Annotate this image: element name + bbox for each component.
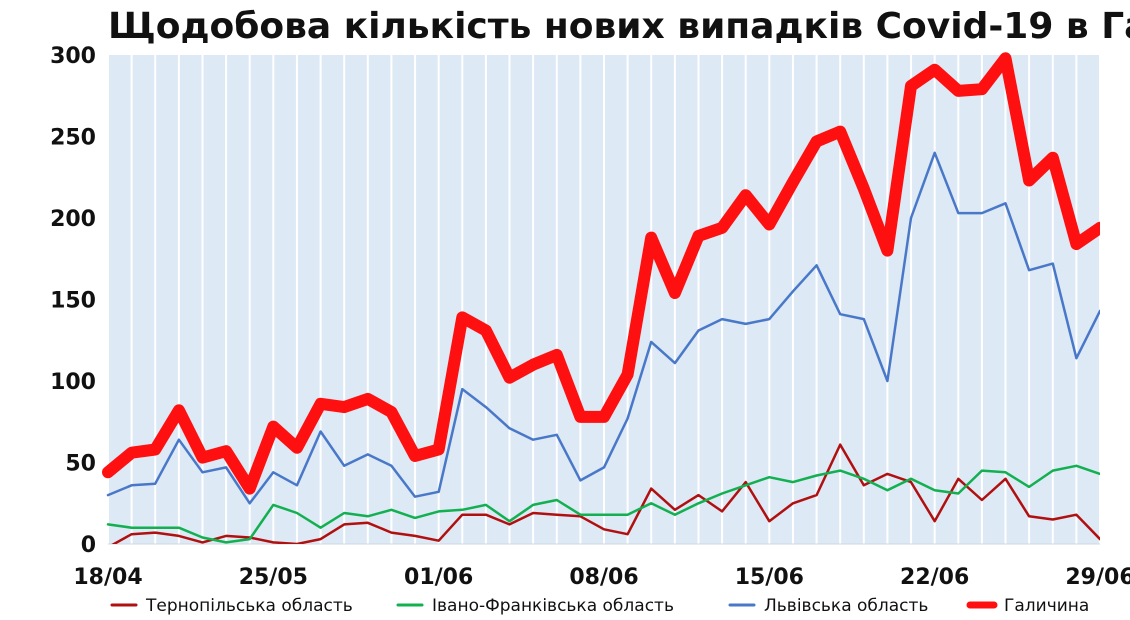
y-tick-label: 200 <box>50 207 96 232</box>
legend: Тернопільська область Івано-Франківська о… <box>110 596 1089 616</box>
y-tick-label: 150 <box>50 289 96 314</box>
series-line <box>111 443 1100 544</box>
y-tick-label: 100 <box>50 370 96 395</box>
legend-label: Івано-Франківська область <box>432 596 674 616</box>
x-axis: 18/04 25/05 01/06 08/06 15/06 22/06 29/06 <box>73 565 1130 590</box>
x-tick-label: 08/06 <box>569 565 638 590</box>
series-line <box>106 464 1100 544</box>
x-tick-label: 15/06 <box>735 565 804 590</box>
x-tick-label: 29/06 <box>1065 565 1130 590</box>
y-tick-label: 250 <box>50 126 96 151</box>
grid-lines <box>107 55 1101 545</box>
chart-title: Щодобова кількість нових випадків Covid-… <box>108 6 1130 47</box>
x-tick-label: 25/05 <box>239 565 308 590</box>
legend-label: Львівська область <box>764 596 928 616</box>
x-tick-label: 22/06 <box>900 565 969 590</box>
legend-label: Галичина <box>1004 596 1089 616</box>
x-tick-label: 01/06 <box>404 565 473 590</box>
y-tick-label: 0 <box>81 533 96 558</box>
y-tick-label: 50 <box>65 452 96 477</box>
series-line <box>106 151 1100 505</box>
y-tick-label: 300 <box>50 44 96 69</box>
legend-label: Тернопільська область <box>145 596 353 616</box>
series-layer <box>102 52 1100 544</box>
y-axis: 0 50 100 150 200 250 300 <box>50 44 96 558</box>
x-tick-label: 18/04 <box>73 565 142 590</box>
series-line <box>102 52 1100 495</box>
